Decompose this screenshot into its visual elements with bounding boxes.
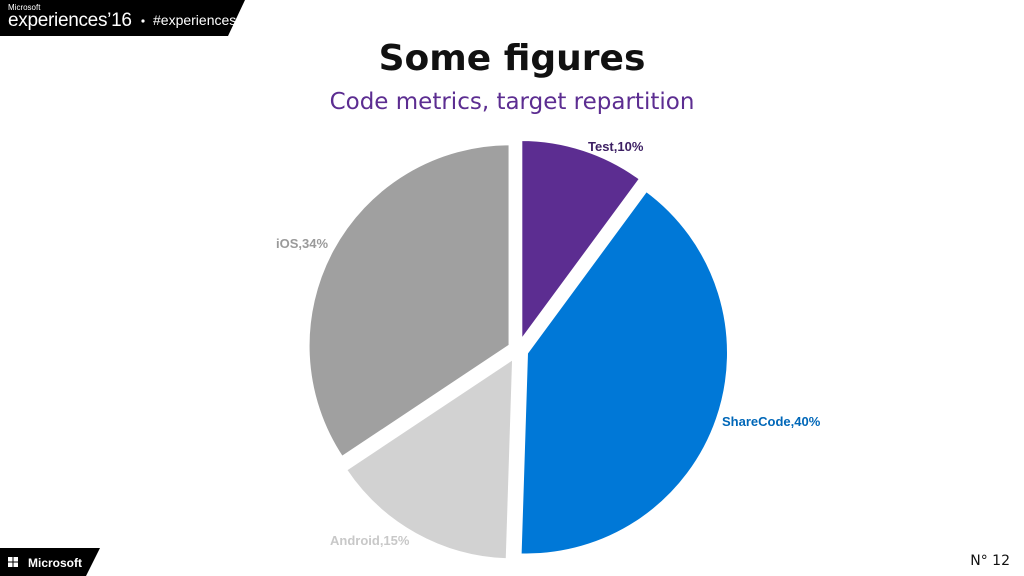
page-number: N° 12 bbox=[970, 553, 1010, 569]
pie-slice-sharecode bbox=[518, 188, 730, 557]
logo-square-blue bbox=[8, 562, 13, 567]
event-banner bbox=[0, 0, 245, 36]
logo-square-green bbox=[13, 557, 18, 562]
brand-hashtag: #experiences bbox=[153, 12, 237, 28]
data-label-sharecode: ShareCode,40% bbox=[722, 414, 821, 429]
page-title: Some figures bbox=[378, 38, 646, 79]
microsoft-banner bbox=[0, 548, 100, 576]
data-label-android: Android,15% bbox=[330, 533, 410, 548]
logo-square-red bbox=[8, 557, 13, 562]
brand-event-name: experiences’16 bbox=[8, 10, 132, 31]
data-label-ios: iOS,34% bbox=[276, 236, 328, 251]
data-label-test: Test,10% bbox=[588, 139, 644, 154]
microsoft-logo-text: Microsoft bbox=[28, 556, 82, 570]
page-subtitle: Code metrics, target repartition bbox=[329, 89, 695, 115]
pie-slice-ios bbox=[306, 142, 512, 460]
pie-slice-android bbox=[343, 355, 516, 562]
logo-square-yellow bbox=[13, 562, 18, 567]
pie-slice-test bbox=[519, 137, 643, 347]
brand-company: Microsoft bbox=[8, 3, 41, 12]
